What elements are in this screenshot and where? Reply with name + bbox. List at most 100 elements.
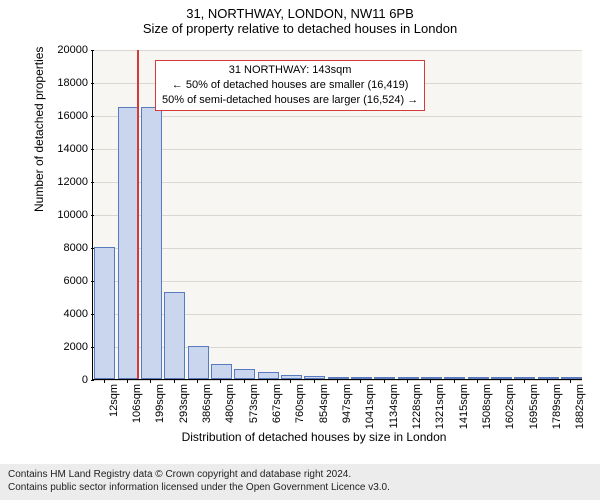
x-tick-mark [500, 380, 501, 383]
anno-line1: 31 NORTHWAY: 143sqm [162, 63, 418, 78]
x-tick-mark [104, 380, 105, 383]
bar [281, 375, 302, 379]
y-tick-label: 10000 [40, 209, 88, 221]
footer-line1: Contains HM Land Registry data © Crown c… [8, 468, 592, 481]
gridline [93, 149, 582, 150]
x-tick-label: 1882sqm [574, 384, 586, 429]
bar [328, 377, 349, 379]
y-tick-mark [91, 347, 94, 348]
y-tick-label: 8000 [40, 242, 88, 254]
x-tick-mark [267, 380, 268, 383]
x-tick-label: 1134sqm [388, 384, 400, 428]
y-tick-label: 2000 [40, 341, 88, 353]
bar [468, 377, 489, 379]
y-tick-mark [91, 281, 94, 282]
bar [491, 377, 512, 379]
y-tick-mark [91, 149, 94, 150]
bar [94, 247, 115, 379]
bar [188, 346, 209, 379]
y-tick-label: 18000 [40, 77, 88, 89]
x-tick-mark [477, 380, 478, 383]
bar [514, 377, 535, 379]
anno-line3: 50% of semi-detached houses are larger (… [162, 93, 418, 108]
bar [538, 377, 559, 379]
x-tick-mark [360, 380, 361, 383]
x-axis-title: Distribution of detached houses by size … [40, 430, 588, 444]
marker-annotation: 31 NORTHWAY: 143sqm ← 50% of detached ho… [155, 60, 425, 111]
bar [374, 377, 395, 379]
x-tick-label: 12sqm [108, 384, 120, 417]
x-tick-mark [524, 380, 525, 383]
gridline [93, 116, 582, 117]
bar [351, 377, 372, 379]
y-tick-mark [91, 314, 94, 315]
x-tick-label: 1602sqm [504, 384, 516, 429]
x-tick-mark [407, 380, 408, 383]
x-tick-label: 947sqm [341, 384, 353, 423]
x-tick-mark [127, 380, 128, 383]
y-tick-label: 6000 [40, 275, 88, 287]
y-tick-label: 20000 [40, 44, 88, 56]
anno-line2: ← 50% of detached houses are smaller (16… [162, 78, 418, 93]
bar [211, 364, 232, 379]
x-tick-mark [220, 380, 221, 383]
x-tick-mark [430, 380, 431, 383]
x-tick-label: 480sqm [224, 384, 236, 423]
x-tick-mark [570, 380, 571, 383]
y-tick-mark [91, 83, 94, 84]
y-tick-label: 0 [40, 374, 88, 386]
bar [141, 107, 162, 379]
y-tick-mark [91, 116, 94, 117]
marker-line [137, 50, 139, 379]
footer-line2: Contains public sector information licen… [8, 481, 592, 494]
bar [561, 377, 582, 379]
chart-title-sub: Size of property relative to detached ho… [0, 21, 600, 36]
x-tick-mark [150, 380, 151, 383]
gridline [93, 281, 582, 282]
y-tick-mark [91, 380, 94, 381]
bar [444, 377, 465, 379]
gridline [93, 248, 582, 249]
gridline [93, 50, 582, 51]
x-tick-mark [547, 380, 548, 383]
chart-title-main: 31, NORTHWAY, LONDON, NW11 6PB [0, 6, 600, 21]
x-tick-mark [314, 380, 315, 383]
y-tick-mark [91, 248, 94, 249]
x-tick-label: 199sqm [154, 384, 166, 423]
y-tick-label: 12000 [40, 176, 88, 188]
chart-container: Number of detached properties 0200040006… [40, 42, 588, 452]
x-tick-label: 1695sqm [528, 384, 540, 429]
x-tick-label: 760sqm [294, 384, 306, 423]
y-tick-label: 14000 [40, 143, 88, 155]
bar [164, 292, 185, 379]
x-tick-mark [174, 380, 175, 383]
bar [304, 376, 325, 379]
x-tick-label: 1228sqm [411, 384, 423, 429]
x-tick-mark [290, 380, 291, 383]
x-tick-mark [337, 380, 338, 383]
bar [421, 377, 442, 379]
x-tick-label: 667sqm [271, 384, 283, 423]
x-tick-label: 573sqm [248, 384, 260, 423]
x-tick-mark [197, 380, 198, 383]
y-tick-mark [91, 215, 94, 216]
x-tick-label: 293sqm [178, 384, 190, 423]
x-tick-label: 106sqm [131, 384, 143, 423]
x-tick-label: 386sqm [201, 384, 213, 423]
gridline [93, 215, 582, 216]
x-tick-label: 1789sqm [551, 384, 563, 429]
bar [398, 377, 419, 379]
x-tick-label: 1321sqm [434, 384, 446, 429]
gridline [93, 182, 582, 183]
x-tick-label: 1415sqm [458, 384, 470, 429]
x-tick-label: 1508sqm [481, 384, 493, 429]
x-tick-mark [454, 380, 455, 383]
x-tick-mark [384, 380, 385, 383]
y-tick-mark [91, 50, 94, 51]
x-tick-label: 854sqm [318, 384, 330, 423]
y-tick-label: 16000 [40, 110, 88, 122]
bar [234, 369, 255, 379]
bar [258, 372, 279, 379]
x-tick-label: 1041sqm [364, 384, 376, 429]
bar [118, 107, 139, 379]
